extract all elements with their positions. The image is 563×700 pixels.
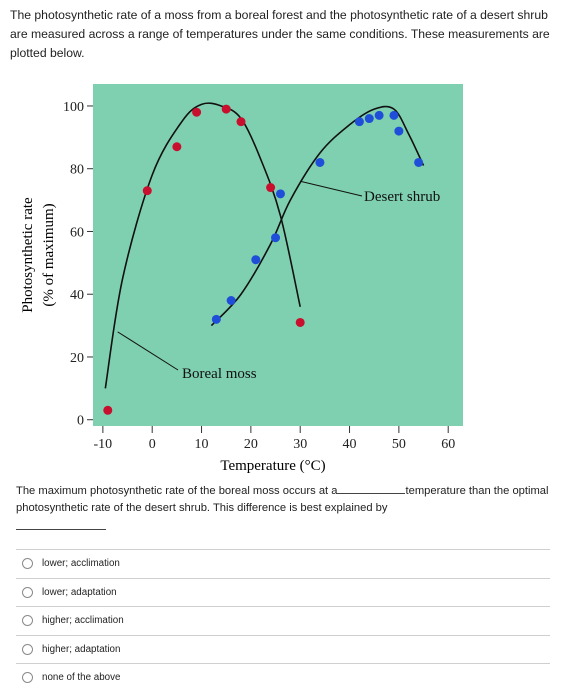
x-tick-label: 30 [293, 437, 307, 452]
data-point [103, 405, 113, 415]
x-tick-label: 60 [441, 437, 455, 452]
data-point [251, 255, 261, 265]
leader-line [300, 180, 363, 197]
question-part-1: The maximum photosynthetic rate of the b… [16, 485, 338, 497]
x-tick-label: 50 [392, 437, 406, 452]
data-point [389, 110, 399, 120]
answer-blank-2 [16, 517, 106, 530]
answer-option[interactable]: lower; adaptation [16, 577, 550, 607]
chart-axes: -10 0 10 20 30 40 50 60 0 20 40 60 80 100 [63, 100, 455, 452]
data-point [394, 126, 404, 136]
annotation-boreal-moss: Boreal moss [182, 366, 257, 382]
radio-button-icon[interactable] [22, 643, 33, 655]
radio-button-icon[interactable] [22, 615, 33, 627]
y-tick-label: 20 [70, 351, 84, 366]
radio-button-icon[interactable] [22, 672, 33, 684]
series-curve [210, 105, 425, 327]
data-point [266, 183, 276, 193]
answer-option-label: higher; adaptation [42, 643, 121, 655]
answer-option[interactable]: higher; acclimation [16, 606, 550, 635]
radio-button-icon[interactable] [22, 558, 33, 570]
data-point [221, 104, 231, 114]
answer-option[interactable]: lower; acclimation [16, 549, 550, 578]
data-point [315, 157, 325, 167]
data-point [172, 142, 182, 152]
y-axis-label: Photosynthetic rate [20, 197, 36, 313]
radio-button-icon[interactable] [22, 586, 33, 598]
data-point [192, 107, 202, 117]
answer-option-label: higher; acclimation [42, 615, 124, 627]
data-point [236, 117, 246, 127]
y-axis-label-unit: (% of maximum) [41, 203, 57, 306]
data-point [295, 317, 305, 327]
x-tick-label: 40 [343, 437, 357, 452]
data-point [226, 295, 236, 305]
data-point [354, 117, 364, 127]
y-tick-label: 80 [70, 163, 84, 178]
question-part-2: temperature than the optimal photosynthe… [16, 485, 549, 514]
x-tick-label: 10 [195, 437, 209, 452]
x-tick-label: 20 [244, 437, 258, 452]
annotation-desert-shrub: Desert shrub [364, 189, 440, 205]
plot-area [93, 84, 463, 426]
y-tick-label: 60 [70, 225, 84, 240]
data-point [275, 189, 285, 199]
answer-option[interactable]: none of the above [16, 663, 550, 692]
data-point [364, 114, 374, 124]
answer-blank-1 [337, 483, 406, 494]
answer-option-label: lower; acclimation [42, 558, 120, 570]
x-axis-label: Temperature (°C) [220, 458, 325, 474]
data-point [271, 233, 281, 243]
chart-annotations: Desert shrub Boreal moss [117, 180, 440, 382]
data-point [211, 314, 221, 324]
intro-text: The photosynthetic rate of a moss from a… [10, 8, 550, 60]
y-tick-label: 0 [77, 414, 84, 429]
data-point [142, 186, 152, 196]
chart-points [103, 104, 424, 415]
data-point [374, 110, 384, 120]
x-tick-label: -10 [94, 437, 113, 452]
answer-option-label: lower; adaptation [42, 586, 117, 598]
x-tick-label: 0 [149, 437, 156, 452]
y-tick-label: 40 [70, 288, 84, 303]
data-point [414, 157, 424, 167]
answer-option-label: none of the above [42, 672, 121, 684]
question-text: The maximum photosynthetic rate of the b… [16, 483, 556, 536]
answer-option[interactable]: higher; adaptation [16, 634, 550, 664]
leader-line [117, 331, 179, 371]
answer-options: lower; acclimation lower; adaptation highe… [16, 549, 550, 692]
y-tick-label: 100 [63, 100, 84, 115]
photosynthesis-chart: -10 0 10 20 30 40 50 60 0 20 40 60 80 100 Desert shru… [20, 84, 463, 474]
